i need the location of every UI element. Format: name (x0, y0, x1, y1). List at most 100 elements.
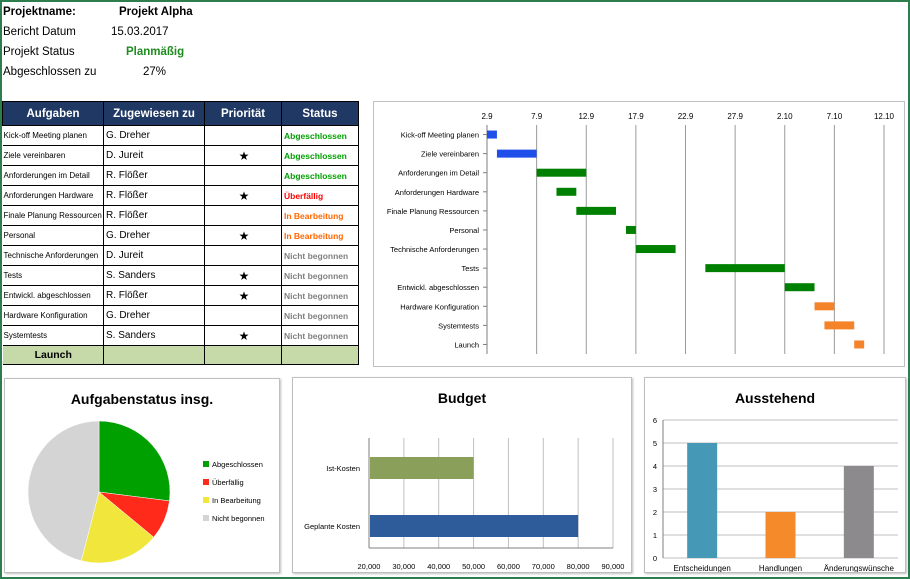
pending-bar[interactable] (765, 512, 796, 558)
assignee-cell: R. Flößer (103, 205, 205, 226)
completed-label: Abgeschlossen zu (3, 66, 97, 78)
gantt-bar[interactable] (496, 149, 537, 158)
budget-category-label: Geplante Kosten (304, 522, 360, 531)
pending-tick-label: 5 (653, 439, 657, 448)
status-cell: Nicht begonnen (281, 285, 359, 306)
pie-slice[interactable] (98, 420, 171, 502)
legend-swatch (203, 479, 209, 485)
task-name-cell: Entwickl. abgeschlossen (2, 285, 104, 306)
assignee-cell: G. Dreher (103, 125, 205, 146)
assignee-cell: G. Dreher (103, 225, 205, 246)
gantt-bar[interactable] (625, 225, 636, 234)
table-row[interactable]: Entwickl. abgeschlossen R. Flößer ★ Nicht b… (2, 285, 359, 306)
task-name-cell: Anforderungen Hardware (2, 185, 104, 206)
launch-row[interactable]: Launch (2, 345, 359, 365)
legend-swatch (203, 515, 209, 521)
table-row[interactable]: Tests S. Sanders ★ Nicht begonnen (2, 265, 359, 286)
pending-bar[interactable] (843, 466, 874, 558)
status-cell: Überfällig (281, 185, 359, 206)
status-cell: Nicht begonnen (281, 325, 359, 346)
project-status-label: Projekt Status (3, 46, 75, 58)
gantt-task-label: Anforderungen im Detail (398, 169, 479, 178)
header-assignee[interactable]: Zugewiesen zu (103, 101, 205, 126)
gantt-bar[interactable] (854, 340, 865, 349)
table-header-row: Aufgaben Zugewiesen zu Priorität Status (2, 101, 359, 126)
table-row[interactable]: Systemtests S. Sanders ★ Nicht begonnen (2, 325, 359, 346)
budget-tick-label: 90,000 (602, 562, 625, 571)
gantt-bar[interactable] (824, 321, 855, 330)
pending-tick-label: 4 (653, 462, 657, 471)
priority-star-cell (204, 305, 282, 326)
gantt-bar[interactable] (487, 130, 497, 139)
budget-chart: 20,000 30,000 40,000 50,000 60,000 70,000 80,0… (304, 438, 625, 571)
pending-bar[interactable] (687, 443, 718, 558)
priority-star-cell: ★ (204, 185, 282, 206)
project-name-value: Projekt Alpha (119, 6, 193, 18)
header-tasks[interactable]: Aufgaben (2, 101, 104, 126)
budget-tick-label: 50,000 (462, 562, 485, 571)
launch-cell (204, 345, 282, 365)
budget-tick-label: 30,000 (392, 562, 415, 571)
gantt-chart: 2.9 7.9 12.9 17.9 22.9 27.9 2.10 7.10 12.10 Kick-… (387, 112, 895, 354)
gantt-bar[interactable] (814, 302, 835, 311)
gantt-tick-label: 7.10 (827, 112, 843, 121)
priority-star-cell (204, 245, 282, 266)
priority-star-cell (204, 205, 282, 226)
pending-tick-label: 3 (653, 485, 657, 494)
task-name-cell: Technische Anforderungen (2, 245, 104, 266)
gantt-task-label: Tests (461, 264, 479, 273)
table-row[interactable]: Anforderungen Hardware R. Flößer ★ Überfäll… (2, 185, 359, 206)
assignee-cell: D. Jureit (103, 245, 205, 266)
status-cell: Nicht begonnen (281, 245, 359, 266)
table-row[interactable]: Finale Planung Ressourcen R. Flößer In Bea… (2, 205, 359, 226)
status-pie-chart: Abgeschlossen Überfällig In Bearbeitung Nic… (27, 420, 265, 564)
legend-label: Überfällig (212, 478, 244, 487)
task-name-cell: Ziele vereinbaren (2, 145, 104, 166)
budget-bar[interactable] (370, 457, 474, 479)
header-status[interactable]: Status (281, 101, 359, 126)
assignee-cell: R. Flößer (103, 165, 205, 186)
assignee-cell: S. Sanders (103, 265, 205, 286)
gantt-task-label: Hardware Konfiguration (400, 302, 479, 311)
table-row[interactable]: Anforderungen im Detail R. Flößer Abgeschl… (2, 165, 359, 186)
table-row[interactable]: Personal G. Dreher ★ In Bearbeitung (2, 225, 359, 246)
gantt-bar[interactable] (635, 245, 676, 254)
budget-panel: Budget 20,000 30,000 40,000 50,000 60,000 70,… (292, 377, 632, 573)
budget-bar[interactable] (370, 515, 579, 537)
gantt-bar[interactable] (556, 187, 577, 196)
priority-star-cell (204, 165, 282, 186)
gantt-bar[interactable] (705, 264, 785, 273)
gantt-bar[interactable] (784, 283, 815, 292)
header-priority[interactable]: Priorität (204, 101, 282, 126)
pending-chart: 0 1 2 3 4 5 6 Entscheidungen Handlungen Änderungs… (653, 416, 898, 572)
gantt-task-label: Systemtests (438, 321, 479, 330)
pie-slice[interactable] (81, 491, 155, 564)
gantt-bar[interactable] (536, 168, 587, 177)
legend-swatch (203, 497, 209, 503)
status-cell: Abgeschlossen (281, 145, 359, 166)
gantt-tick-label: 17.9 (628, 112, 644, 121)
table-row[interactable]: Technische Anforderungen D. Jureit Nicht b… (2, 245, 359, 266)
table-row[interactable]: Hardware Konfiguration G. Dreher Nicht beg… (2, 305, 359, 326)
gantt-tick-label: 12.10 (874, 112, 895, 121)
legend-label: Nicht begonnen (212, 514, 265, 523)
task-name-cell: Systemtests (2, 325, 104, 346)
gantt-task-label: Technische Anforderungen (390, 245, 479, 254)
gantt-bar[interactable] (576, 206, 617, 215)
table-row[interactable]: Kick-off Meeting planen G. Dreher Abgeschl… (2, 125, 359, 146)
status-cell: In Bearbeitung (281, 225, 359, 246)
priority-star-cell: ★ (204, 145, 282, 166)
status-cell: Abgeschlossen (281, 165, 359, 186)
table-row[interactable]: Ziele vereinbaren D. Jureit ★ Abgeschlossen (2, 145, 359, 166)
pie-slice[interactable] (27, 420, 100, 562)
gantt-tick-label: 2.9 (481, 112, 493, 121)
priority-star-cell (204, 125, 282, 146)
pending-tick-label: 0 (653, 554, 657, 563)
pending-category-label: Entscheidungen (673, 564, 730, 572)
task-name-cell: Tests (2, 265, 104, 286)
gantt-tick-label: 12.9 (578, 112, 594, 121)
budget-category-label: Ist-Kosten (326, 464, 360, 473)
pending-category-label: Änderungswünsche (824, 564, 895, 572)
gantt-task-label: Personal (449, 226, 479, 235)
budget-title: Budget (437, 390, 487, 406)
